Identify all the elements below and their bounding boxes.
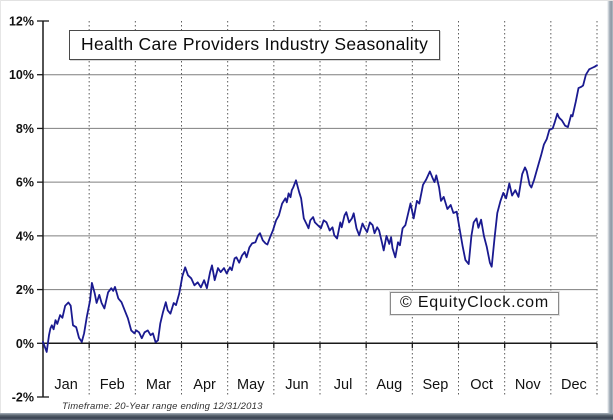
y-tick-label: 4% [16, 229, 34, 243]
equityclock-watermark-text: © EquityClock.com [400, 294, 549, 311]
y-tick-label: 8% [16, 122, 34, 136]
seasonality-line [42, 64, 598, 353]
month-label: Feb [100, 377, 125, 393]
equityclock-watermark: © EquityClock.com [390, 292, 559, 315]
month-label: Mar [146, 377, 171, 393]
y-tick-label: 2% [16, 283, 34, 297]
month-label: Jan [54, 377, 77, 393]
month-label: Dec [561, 377, 587, 393]
y-tick-label: 10% [9, 68, 34, 82]
chart-title-box: Health Care Providers Industry Seasonali… [69, 30, 441, 60]
month-label: May [237, 377, 265, 393]
frame-right-shadow [607, 1, 613, 414]
frame-top-border [0, 0, 613, 1]
chart-title: Health Care Providers Industry Seasonali… [81, 34, 429, 54]
month-label: Apr [193, 377, 216, 393]
frame-left-border [0, 0, 1, 420]
timeframe-footnote: Timeframe: 20-Year range ending 12/31/20… [62, 401, 263, 412]
month-label: Sep [423, 377, 449, 393]
y-tick-label: -2% [12, 391, 34, 405]
month-label: Nov [515, 377, 542, 393]
month-label: Oct [470, 377, 493, 393]
y-tick-label: 0% [16, 337, 34, 351]
month-label: Jul [334, 377, 353, 393]
month-label: Aug [376, 377, 402, 393]
y-tick-label: 6% [16, 176, 34, 190]
frame-bottom-shadow [0, 413, 613, 420]
month-label: Jun [285, 377, 308, 393]
y-tick-label: 12% [9, 15, 34, 29]
